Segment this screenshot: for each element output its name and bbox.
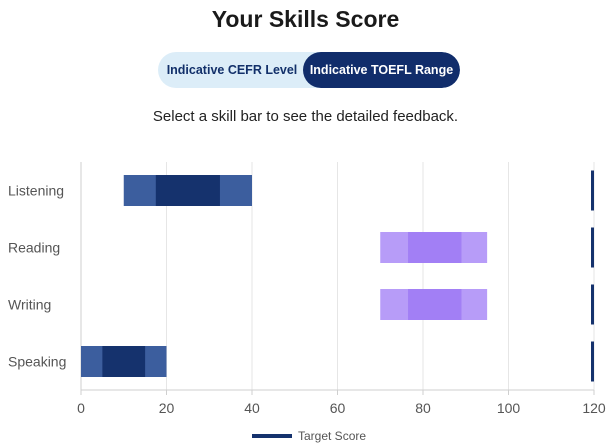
bar-speaking-core[interactable] xyxy=(102,346,146,377)
cefr-level-toggle-button[interactable]: Indicative CEFR Level xyxy=(166,63,298,77)
category-label-speaking: Speaking xyxy=(8,354,66,370)
x-tick-label-80: 80 xyxy=(415,400,431,416)
bar-listening-core[interactable] xyxy=(155,175,220,206)
category-label-writing: Writing xyxy=(8,297,51,313)
page-title: Your Skills Score xyxy=(211,6,400,32)
bar-writing-core[interactable] xyxy=(408,289,462,320)
bar-reading-core[interactable] xyxy=(408,232,462,263)
toefl-range-toggle-button[interactable]: Indicative TOEFL Range xyxy=(303,52,460,88)
category-labels: Listening Reading Writing Speaking xyxy=(8,183,66,370)
legend-target-label[interactable]: Target Score xyxy=(298,429,366,443)
x-tick-label-60: 60 xyxy=(330,400,346,416)
chart-bars xyxy=(81,175,488,377)
x-axis-ticks: 0 20 40 60 80 100 120 xyxy=(77,390,606,416)
category-label-reading: Reading xyxy=(8,240,60,256)
x-tick-label-120: 120 xyxy=(582,400,606,416)
chart-legend: Target Score xyxy=(252,429,366,443)
instruction-text: Select a skill bar to see the detailed f… xyxy=(152,108,459,125)
x-tick-label-20: 20 xyxy=(159,400,175,416)
x-tick-label-100: 100 xyxy=(497,400,521,416)
x-tick-label-40: 40 xyxy=(244,400,260,416)
x-tick-label-0: 0 xyxy=(77,400,85,416)
category-label-listening: Listening xyxy=(8,183,64,199)
score-type-toggle: Indicative CEFR Level Indicative TOEFL R… xyxy=(158,52,460,88)
skills-score-chart: Listening Reading Writing Speaking 0 20 40 60 8… xyxy=(8,162,606,443)
